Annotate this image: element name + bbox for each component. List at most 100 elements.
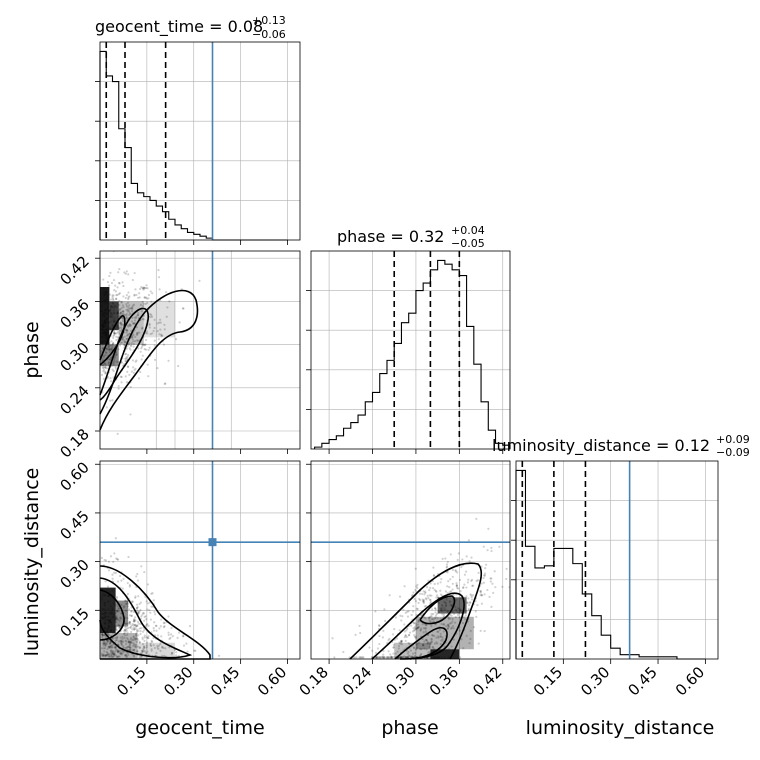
- scatter-point: [140, 327, 144, 330]
- scatter-point: [150, 300, 153, 303]
- scatter-point: [129, 646, 132, 649]
- scatter-point: [129, 348, 132, 351]
- scatter-point: [104, 351, 107, 354]
- scatter-point: [126, 605, 129, 608]
- title-phase: phase = 0.32 +0.04 −0.05: [337, 224, 485, 250]
- scatter-point: [136, 606, 139, 609]
- scatter-point: [129, 622, 132, 625]
- scatter-point: [131, 305, 134, 309]
- scatter-point: [331, 637, 334, 640]
- scatter-point: [113, 571, 116, 574]
- title-luminosity-distance-main: luminosity_distance = 0.12: [492, 436, 710, 456]
- scatter-point: [480, 582, 483, 585]
- scatter-point: [110, 652, 113, 655]
- scatter-point: [468, 601, 471, 604]
- scatter-point: [111, 346, 114, 349]
- scatter-point: [429, 582, 432, 585]
- scatter-point: [405, 656, 408, 659]
- scatter-point: [118, 282, 121, 285]
- scatter-point: [114, 654, 118, 657]
- scatter-point: [138, 646, 141, 650]
- scatter-point: [116, 580, 120, 583]
- scatter-point: [100, 647, 104, 650]
- scatter-point: [128, 323, 132, 326]
- density-cell: [109, 301, 119, 331]
- scatter-point: [122, 577, 125, 580]
- scatter-point: [141, 300, 144, 303]
- scatter-point: [424, 597, 427, 600]
- scatter-point: [103, 650, 106, 653]
- scatter-point: [147, 624, 150, 627]
- scatter-point: [114, 636, 117, 640]
- scatter-point: [164, 291, 168, 294]
- scatter-point: [109, 651, 113, 654]
- scatter-point: [102, 356, 106, 359]
- scatter-point: [127, 555, 130, 559]
- scatter-point: [127, 641, 130, 644]
- scatter-point: [114, 367, 118, 370]
- scatter-point: [116, 649, 119, 652]
- scatter-point: [135, 607, 139, 610]
- scatter-point: [428, 643, 432, 646]
- scatter-point: [121, 338, 124, 341]
- scatter-point: [407, 654, 410, 657]
- scatter-point: [436, 617, 439, 620]
- scatter-point: [130, 342, 133, 345]
- scatter-point: [387, 650, 390, 653]
- scatter-point: [136, 620, 140, 624]
- scatter-point: [374, 651, 378, 654]
- scatter-point: [463, 573, 467, 576]
- scatter-point: [139, 629, 142, 633]
- scatter-point: [122, 633, 126, 636]
- scatter-point: [134, 616, 137, 619]
- scatter-point: [136, 637, 139, 641]
- scatter-point: [112, 329, 116, 333]
- scatter-point: [358, 656, 361, 659]
- scatter-point: [125, 602, 128, 606]
- scatter-point: [128, 585, 131, 588]
- scatter-point: [428, 617, 431, 620]
- scatter-point: [125, 314, 128, 318]
- scatter-point: [143, 646, 146, 649]
- scatter-point: [132, 610, 136, 614]
- scatter-point: [108, 350, 111, 353]
- scatter-point: [123, 628, 127, 631]
- y-tick-label: 0.24: [56, 382, 92, 418]
- scatter-point: [128, 584, 131, 587]
- scatter-point: [115, 618, 119, 621]
- scatter-point: [139, 370, 142, 374]
- title-geocent-time-minus: −0.06: [252, 28, 286, 41]
- scatter-point: [118, 267, 121, 271]
- scatter-point: [491, 582, 494, 585]
- scatter-point: [111, 637, 114, 641]
- scatter-point: [417, 626, 420, 629]
- scatter-point: [488, 595, 491, 598]
- scatter-point: [163, 654, 166, 657]
- y-tick-label: 0.18: [56, 425, 92, 461]
- scatter-point: [447, 625, 450, 628]
- scatter-point: [127, 343, 130, 346]
- scatter-point: [140, 655, 143, 658]
- scatter-point: [402, 656, 406, 659]
- scatter-point: [406, 610, 409, 613]
- scatter-point: [467, 539, 470, 542]
- scatter-point: [388, 637, 391, 641]
- scatter-point: [443, 623, 446, 626]
- scatter-point: [409, 649, 413, 652]
- scatter-point: [446, 591, 449, 595]
- scatter-point: [419, 614, 423, 617]
- scatter-point: [428, 594, 431, 597]
- scatter-point: [135, 637, 138, 640]
- scatter-point: [125, 337, 129, 340]
- scatter-point: [108, 274, 111, 278]
- scatter-point: [417, 625, 421, 629]
- scatter-point: [490, 605, 493, 608]
- scatter-point: [132, 303, 136, 306]
- scatter-point: [182, 307, 185, 310]
- x-tick-label: 0.60: [672, 663, 708, 699]
- scatter-point: [135, 359, 138, 362]
- scatter-point: [342, 650, 345, 654]
- x-tick-label: 0.15: [530, 663, 566, 699]
- scatter-point: [128, 347, 131, 350]
- scatter-point: [145, 644, 149, 647]
